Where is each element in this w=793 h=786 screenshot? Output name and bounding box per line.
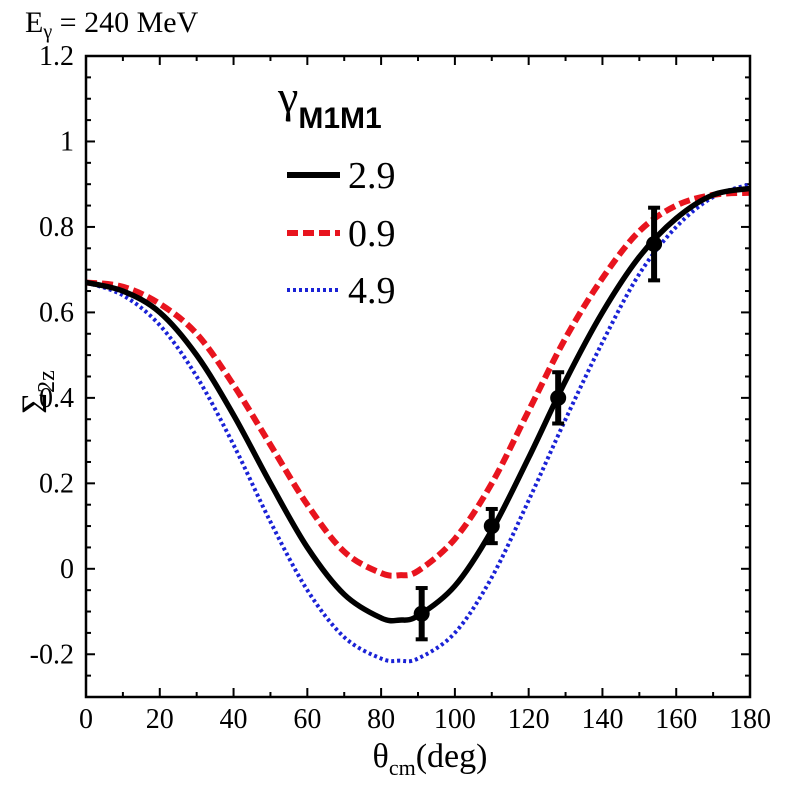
legend: γM1M1 2.9 0.9 4.9 bbox=[277, 71, 396, 312]
series-2-9-line bbox=[85, 185, 751, 624]
series-4-9-line bbox=[85, 182, 751, 664]
x-tick-label: 120 bbox=[508, 704, 550, 735]
x-tick-label: 40 bbox=[220, 704, 248, 735]
x-tick-label: 20 bbox=[146, 704, 174, 735]
legend-title: γM1M1 bbox=[277, 71, 382, 135]
y-tick-label: -0.2 bbox=[30, 639, 74, 670]
data-point bbox=[550, 389, 567, 406]
y-tick-label: 1.2 bbox=[39, 41, 74, 72]
y-tick-label: 1 bbox=[60, 126, 74, 157]
y-tick-label: 0.6 bbox=[39, 297, 74, 328]
x-tick-label: 100 bbox=[434, 704, 476, 735]
legend-label-0-9: 0.9 bbox=[348, 213, 396, 255]
x-tick-label: 160 bbox=[655, 704, 697, 735]
data-point bbox=[646, 236, 663, 253]
y-tick-label: 0.2 bbox=[39, 468, 74, 499]
plot-frame bbox=[84, 54, 752, 699]
x-tick-label: 0 bbox=[79, 704, 93, 735]
y-tick-label: 0 bbox=[60, 554, 74, 585]
y-tick-label: 0.8 bbox=[39, 212, 74, 243]
x-tick-label: 180 bbox=[729, 704, 771, 735]
y-tick-label: 0.4 bbox=[39, 383, 74, 414]
x-tick-label: 60 bbox=[293, 704, 321, 735]
axes-group: 0 20 40 60 80 100 120 140 160 180 -0.2 0 0.2 0.4 0.6 0.… bbox=[30, 41, 771, 735]
data-point bbox=[483, 518, 500, 535]
curves-group bbox=[85, 182, 751, 664]
legend-label-2-9: 2.9 bbox=[348, 155, 396, 197]
x-tick-label: 80 bbox=[367, 704, 395, 735]
data-points-group bbox=[413, 205, 663, 642]
series-0-9-line bbox=[85, 189, 751, 579]
legend-label-4-9: 4.9 bbox=[348, 270, 396, 312]
chart-title: Eγ = 240 MeV bbox=[25, 6, 199, 43]
y-axis-label: Σ2z bbox=[14, 370, 60, 414]
data-point bbox=[413, 605, 430, 622]
x-axis-label: θcm(deg) bbox=[373, 738, 488, 780]
x-tick-label: 140 bbox=[581, 704, 623, 735]
